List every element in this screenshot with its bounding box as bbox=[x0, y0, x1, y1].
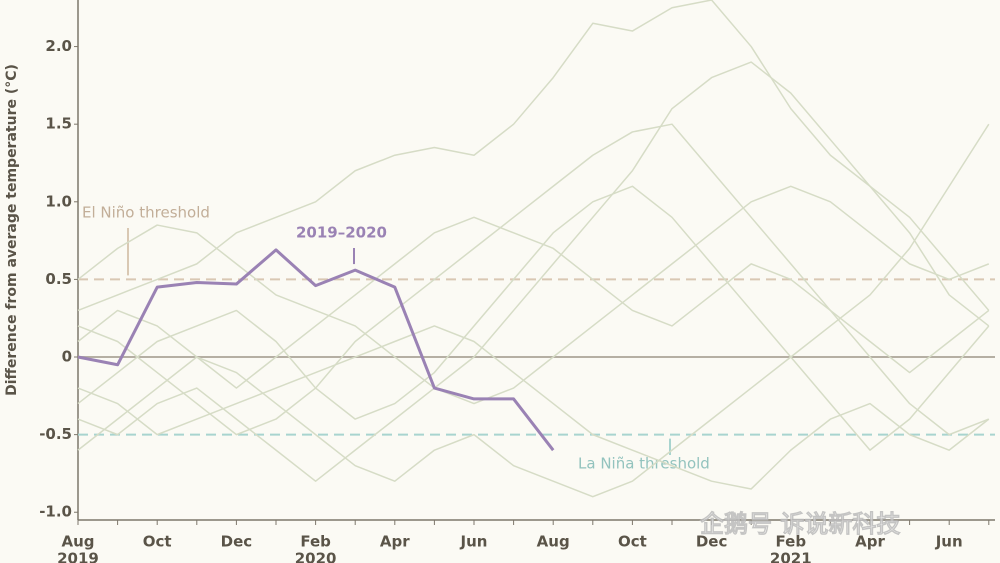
x-tick-label: Feb bbox=[776, 533, 807, 551]
y-tick-label: 1.0 bbox=[45, 192, 72, 210]
annotation: El Niño threshold bbox=[82, 204, 210, 222]
x-tick-label: Jun bbox=[460, 533, 488, 551]
x-year-label: 2019 bbox=[57, 550, 99, 563]
series-line bbox=[77, 61, 990, 482]
x-tick-label: Dec bbox=[696, 533, 728, 551]
y-tick-label: 0 bbox=[62, 348, 72, 366]
y-tick-label: 2.0 bbox=[45, 37, 72, 55]
x-year-label: 2021 bbox=[770, 550, 812, 563]
x-tick-label: Aug bbox=[537, 533, 570, 551]
annotation: La Niña threshold bbox=[578, 455, 710, 473]
y-axis-label: Difference from average temperature (°C) bbox=[4, 64, 20, 396]
annotation: 2019–2020 bbox=[296, 224, 387, 242]
x-tick-label: Aug bbox=[61, 533, 94, 551]
x-year-label: 2020 bbox=[295, 550, 337, 563]
series-line bbox=[77, 123, 990, 498]
series-line bbox=[77, 0, 990, 312]
x-tick-label: Oct bbox=[618, 533, 647, 551]
y-tick-label: 1.5 bbox=[45, 115, 72, 133]
x-tick-label: Oct bbox=[143, 533, 172, 551]
highlight-line bbox=[77, 248, 555, 452]
series-line bbox=[77, 325, 990, 490]
series-line bbox=[77, 185, 990, 451]
x-tick-label: Jun bbox=[935, 533, 963, 551]
x-tick-label: Apr bbox=[855, 533, 885, 551]
y-tick-label: 0.5 bbox=[45, 270, 72, 288]
y-tick-label: -1.0 bbox=[39, 503, 72, 521]
x-tick-label: Apr bbox=[380, 533, 410, 551]
series-line bbox=[77, 123, 990, 436]
watermark: 企鹅号 诉说新科技 bbox=[700, 510, 901, 538]
x-tick-label: Feb bbox=[300, 533, 331, 551]
series-line bbox=[77, 185, 990, 405]
x-tick-label: Dec bbox=[221, 533, 253, 551]
series-line bbox=[77, 216, 990, 389]
y-tick-label: -0.5 bbox=[39, 425, 72, 443]
